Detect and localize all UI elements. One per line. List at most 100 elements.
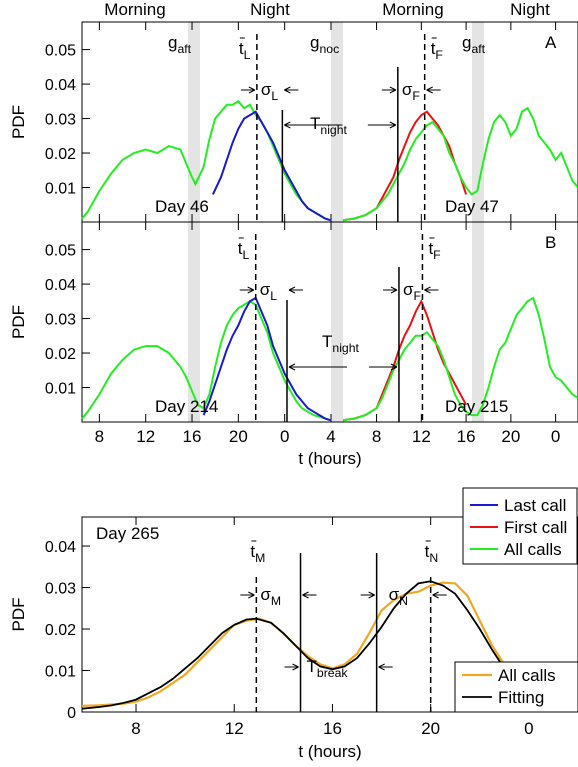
y-tick-label: 0.03: [45, 112, 76, 129]
series-line-all-calls: [342, 296, 578, 422]
header-night-2: Night: [510, 0, 550, 19]
x-tick-label: 8: [372, 427, 381, 446]
header-morning-2: Morning: [382, 0, 443, 19]
sigmaF-arrow-left-head: [389, 86, 397, 94]
x-tick-label: 0: [280, 427, 289, 446]
legend-label-last-call: Last call: [504, 496, 566, 515]
y-tick-label: 0.02: [45, 146, 76, 163]
tbreak-arrow-right-head: [378, 663, 385, 671]
day-label-left: Day 46: [155, 197, 209, 216]
x-tick-label: 20: [421, 719, 440, 738]
tnight-arrow-left-head: [284, 121, 291, 129]
sigmaL-arrow-right-head: [288, 286, 296, 294]
series-line-all-calls: [81, 300, 332, 422]
tL-label: tL: [239, 39, 251, 62]
legend-label-all-calls: All calls: [504, 540, 562, 559]
day-label: Day 265: [96, 524, 159, 543]
gap-band-0: [188, 22, 200, 222]
x-tick-label: 12: [136, 427, 155, 446]
tF-label: tF: [431, 39, 443, 62]
header-night-1: Night: [250, 0, 290, 19]
gap-label-aft-1: gaft: [168, 33, 192, 56]
tF-label: tF: [428, 239, 440, 262]
legend-bottom-box: [454, 661, 578, 713]
x-tick-label: 16: [183, 427, 202, 446]
x-tick-label: 0: [551, 427, 560, 446]
panel-letter: B: [545, 233, 556, 252]
y-tick-label: 0.04: [45, 539, 76, 556]
tnight-arrow-left-head: [288, 363, 296, 371]
sigmaL-arrow-right-head: [284, 86, 291, 94]
series-line-all-calls: [81, 99, 332, 222]
panel-b: 0.01 0.02 0.03 0.04 0.05 PDF 8 12 16 20 0 4 8 12 16 20 0…: [9, 221, 578, 468]
x-tick-label: 12: [412, 427, 431, 446]
y-tick-label: 0.05: [45, 43, 76, 60]
series-line-last-call: [211, 110, 332, 222]
gap-band-0: [188, 222, 200, 422]
sigmaF-label: σF: [402, 80, 420, 103]
y-tick-label: 0.05: [45, 243, 76, 260]
y-tick-label: 0.02: [45, 622, 76, 639]
sigmaF-arrow-right-head: [424, 286, 431, 294]
x-tick-label: 8: [131, 719, 140, 738]
tL-label: tL: [238, 239, 250, 262]
series-line-fitting: [81, 580, 578, 711]
y-axis-label: PDF: [9, 598, 28, 632]
legend-label-all-calls: All calls: [498, 666, 556, 685]
y-tick-label: 0.01: [45, 381, 76, 398]
legend-top: Last call First call All calls: [462, 487, 578, 565]
gap-label-noc: gnoc: [310, 33, 339, 56]
sigmaL-label: σL: [261, 80, 279, 103]
tnight-arrow-right-head: [389, 121, 397, 129]
day-label-left: Day 214: [155, 397, 218, 416]
y-tick-label: 0.02: [45, 346, 76, 363]
gap-band-1: [331, 222, 343, 422]
legend-label-fitting: Fitting: [498, 688, 544, 707]
series-line-last-call: [202, 296, 332, 422]
y-tick-label: 0: [67, 705, 76, 722]
y-tick-label: 0.04: [45, 277, 76, 294]
gap-band-2: [472, 222, 484, 422]
x-tick-label: 12: [225, 719, 244, 738]
sigmaM-arrow-left-head: [248, 591, 255, 599]
x-tick-label: 8: [95, 427, 104, 446]
x-axis-label: t (hours): [298, 449, 361, 468]
y-tick-label: 0.03: [45, 581, 76, 598]
gap-label-aft-2: gaft: [462, 33, 486, 56]
sigmaF-label: σF: [403, 280, 421, 303]
tnight-label: Tnight: [322, 332, 360, 355]
sigmaN-label: σN: [389, 585, 408, 608]
legend-label-first-call: First call: [504, 518, 567, 537]
plot-frame: [81, 516, 578, 713]
sigmaL-label: σL: [260, 280, 278, 303]
y-tick-label: 0.03: [45, 312, 76, 329]
tM-label: tM: [250, 542, 265, 565]
x-tick-label: 4: [326, 427, 335, 446]
x-tick-label: 16: [457, 427, 476, 446]
x-tick-label: 20: [501, 427, 520, 446]
y-tick-label: 0.01: [45, 181, 76, 198]
sigmaL-arrow-left-head: [247, 286, 254, 294]
tN-label: tN: [425, 542, 439, 565]
day-label-right: Day 215: [445, 397, 508, 416]
sigmaN-arrow-right-head: [432, 591, 439, 599]
sigmaF-arrow-left-head: [390, 286, 398, 294]
sigmaN-arrow-left-head: [368, 591, 375, 599]
x-axis-label: t (hours): [298, 742, 361, 761]
tbreak-arrow-left-head: [292, 663, 299, 671]
y-axis-label: PDF: [9, 105, 28, 139]
tnight-arrow-right-head: [390, 363, 398, 371]
sigmaM-arrow-right-head: [302, 591, 309, 599]
header-morning-1: Morning: [104, 0, 165, 19]
y-tick-label: 0.01: [45, 664, 76, 681]
y-tick-label: 0.04: [45, 77, 76, 94]
y-axis-label: PDF: [9, 305, 28, 339]
day-label-right: Day 47: [445, 197, 499, 216]
series-line-all-calls: [342, 106, 578, 222]
panel-a: 0.01 0.02 0.03 0.04 0.05 PDF tL tF σL σF Tnight Day…: [9, 21, 578, 223]
tbreak-label: Tbreak: [307, 657, 349, 680]
plot-frame: [81, 221, 578, 423]
gap-band-1: [331, 22, 343, 222]
tnight-label: Tnight: [310, 114, 348, 137]
